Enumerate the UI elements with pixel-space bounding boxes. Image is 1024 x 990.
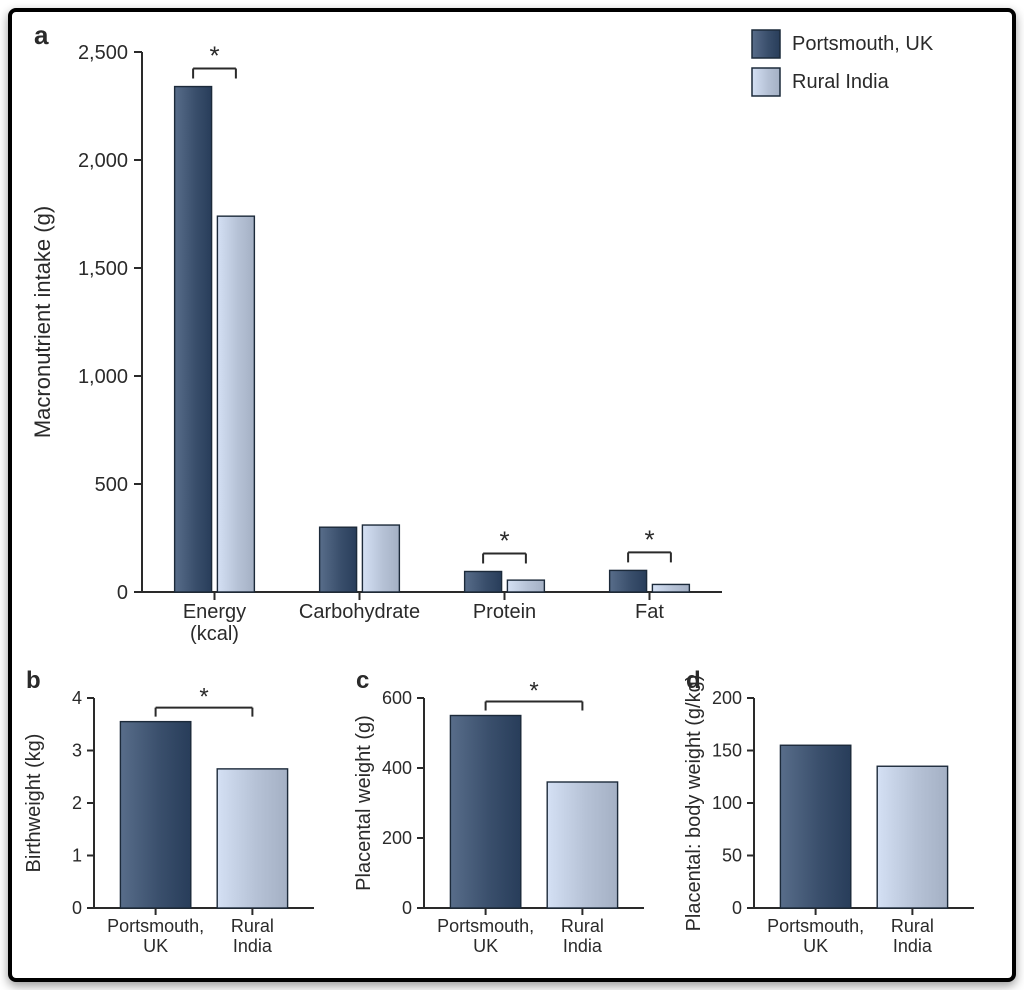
x-category-label: Portsmouth,UK [767,916,864,956]
sig-star: * [199,684,208,711]
bar [610,570,647,592]
y-tick-label: 1,000 [78,366,128,388]
x-category-label: Energy(kcal) [183,601,246,645]
sig-star: * [529,678,538,705]
bar [217,216,254,592]
sig-star: * [644,524,654,554]
y-tick-label: 4 [72,688,82,708]
sig-star: * [209,41,219,71]
x-category-label: RuralIndia [891,916,934,956]
legend-swatch [752,30,780,58]
bar [217,769,287,908]
bar [547,782,617,908]
panel-letter-b: b [26,667,41,694]
y-axis-label: Placental weight (g) [353,715,375,891]
y-tick-label: 2 [72,793,82,813]
y-tick-label: 1 [72,846,82,866]
y-tick-label: 0 [72,898,82,918]
x-category-label: Protein [473,601,536,623]
panel-d: d050100150200Placental: body weight (g/k… [683,667,974,956]
y-tick-label: 50 [722,846,742,866]
x-category-label: RuralIndia [231,916,274,956]
bar [320,527,357,592]
x-category-label: Carbohydrate [299,601,420,623]
y-axis-label: Placental: body weight (g/kg) [683,675,705,932]
panel-letter-c: c [356,667,369,694]
panel-letter-a: a [34,20,49,50]
legend-label: Portsmouth, UK [792,33,934,55]
y-tick-label: 100 [712,793,742,813]
y-tick-label: 200 [382,828,412,848]
y-tick-label: 600 [382,688,412,708]
y-axis-label: Macronutrient intake (g) [30,206,55,438]
x-category-label: Portsmouth,UK [437,916,534,956]
y-tick-label: 2,500 [78,42,128,64]
y-tick-label: 150 [712,741,742,761]
panel-c: c 0 200 400 600 Placental weight (g) Portsmout… [353,667,644,956]
x-category-label: Fat [635,601,664,623]
bar [175,87,212,592]
y-tick-label: 2,000 [78,150,128,172]
legend: Portsmouth, UK Rural India [752,30,934,96]
bar [362,525,399,592]
bar [450,716,520,909]
bar [652,584,689,592]
y-tick-label: 400 [382,758,412,778]
bar [877,766,947,908]
figure-frame: Portsmouth, UKRural Indiaa05001,0001,500… [8,8,1016,982]
panel-a: a 0 500 1,000 1,500 2,000 2,500 Macronutrient i… [30,20,722,645]
bar [507,580,544,592]
legend-label: Rural India [792,71,890,93]
x-category-label: RuralIndia [561,916,604,956]
sig-star: * [499,525,509,555]
y-tick-label: 0 [117,582,128,604]
y-tick-label: 0 [732,898,742,918]
bar [120,722,190,908]
bar [465,571,502,592]
y-axis-label: Birthweight (kg) [23,734,45,873]
y-tick-label: 200 [712,688,742,708]
bar [780,745,850,908]
y-tick-label: 3 [72,741,82,761]
x-category-label: Portsmouth,UK [107,916,204,956]
y-tick-label: 1,500 [78,258,128,280]
legend-swatch [752,68,780,96]
panel-b: b 0 1 2 3 4 Birthweight (kg) Portsmouth,UK Rural… [23,667,314,956]
y-tick-label: 500 [95,474,128,496]
figure-svg: Portsmouth, UKRural Indiaa05001,0001,500… [12,12,1012,978]
y-tick-label: 0 [402,898,412,918]
